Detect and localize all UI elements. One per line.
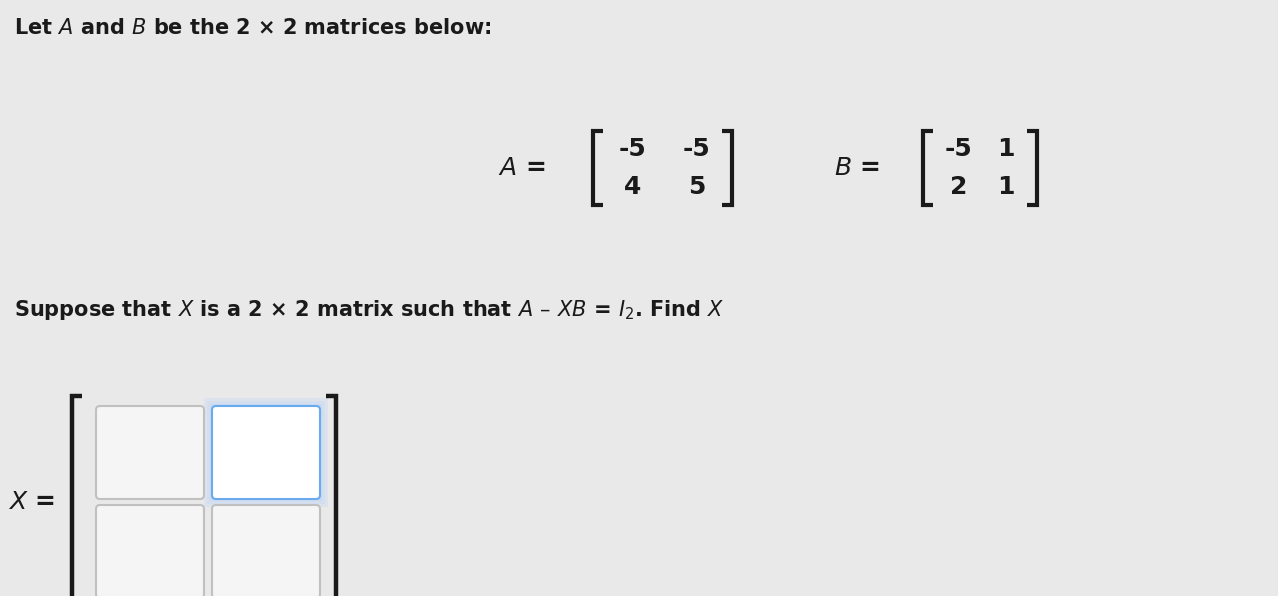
Text: -5: -5: [619, 137, 647, 161]
Text: -5: -5: [684, 137, 711, 161]
FancyBboxPatch shape: [212, 406, 320, 499]
Text: $\mathit{B}$ =: $\mathit{B}$ =: [835, 156, 881, 180]
Text: -5: -5: [946, 137, 973, 161]
Text: 5: 5: [689, 175, 705, 199]
FancyBboxPatch shape: [96, 406, 204, 499]
Text: Let $\mathit{A}$ and $\mathit{B}$ be the 2 × 2 matrices below:: Let $\mathit{A}$ and $\mathit{B}$ be the…: [14, 18, 491, 38]
FancyBboxPatch shape: [210, 404, 322, 501]
FancyBboxPatch shape: [204, 398, 328, 507]
FancyBboxPatch shape: [212, 505, 320, 596]
Text: 2: 2: [951, 175, 967, 199]
Text: $\mathit{X}$ =: $\mathit{X}$ =: [8, 490, 55, 514]
FancyBboxPatch shape: [96, 505, 204, 596]
Text: $\mathit{A}$ =: $\mathit{A}$ =: [497, 156, 544, 180]
Text: 1: 1: [997, 137, 1015, 161]
FancyBboxPatch shape: [207, 401, 325, 504]
Text: Suppose that $\mathit{X}$ is a 2 × 2 matrix such that $\mathit{A}$ – $\mathit{X}: Suppose that $\mathit{X}$ is a 2 × 2 mat…: [14, 298, 725, 322]
Text: 4: 4: [625, 175, 642, 199]
Text: 1: 1: [997, 175, 1015, 199]
